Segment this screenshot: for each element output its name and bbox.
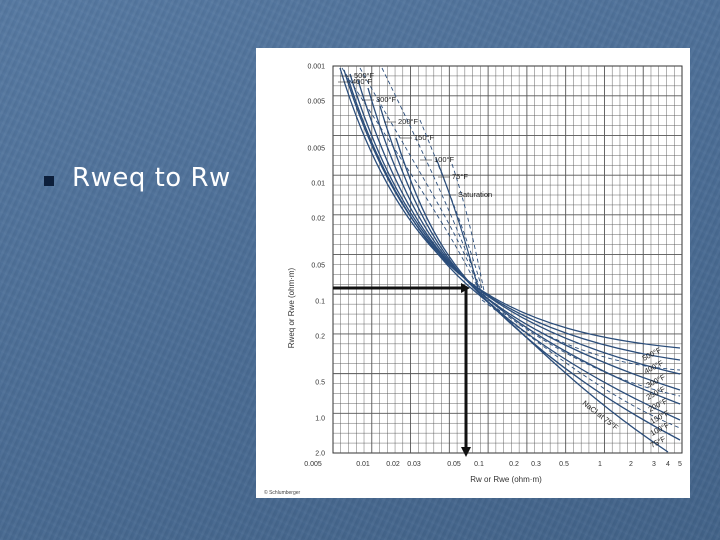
saturation-dashed-curve — [477, 291, 681, 371]
x-axis-label: Rw or Rwe (ohm·m) — [470, 475, 542, 484]
chart-panel: 0.001 0.005 0.005 0.01 0.02 0.05 0.1 0.2 0.5 1.0 2… — [256, 48, 690, 498]
y-tick-label: 0.01 — [311, 181, 325, 188]
temperature-curve — [347, 77, 669, 453]
x-tick-label: 0.01 — [356, 461, 370, 468]
saturation-dashed-curve — [479, 295, 681, 397]
y-tick-label: 0.5 — [315, 380, 325, 387]
temperature-curve — [339, 67, 681, 349]
y-tick-label: 0.02 — [311, 216, 325, 223]
chart-frame — [332, 65, 683, 454]
y-tick-label: 0.001 — [307, 64, 325, 71]
top-curve-label: 300°F — [376, 95, 397, 104]
top-curve-label: 200°F — [398, 117, 419, 126]
temperature-curve — [349, 73, 681, 375]
x-tick-label: 0.3 — [531, 461, 541, 468]
top-curve-label: 500°F — [354, 71, 375, 80]
top-curve-label: 150°F — [414, 133, 435, 142]
x-tick-label: 0.03 — [407, 461, 421, 468]
saturation-curve — [435, 157, 479, 289]
x-tick-label: 3 — [652, 461, 656, 468]
temperature-curve — [379, 105, 681, 421]
saturation-dashed-curve — [481, 299, 681, 429]
y-tick-label: 0.005 — [307, 99, 325, 106]
bullet-square-icon — [44, 176, 54, 186]
y-tick-label: 1.0 — [315, 416, 325, 423]
y-axis-label: Rweq or Rwe (ohm·m) — [287, 267, 296, 348]
chart-grid — [332, 65, 683, 454]
y-tick-label: 0.05 — [311, 263, 325, 270]
x-tick-label: 0.005 — [304, 461, 322, 468]
x-tick-label: 0.05 — [447, 461, 461, 468]
arrow-down-head — [461, 447, 471, 457]
top-curve-label: Saturation — [458, 190, 492, 199]
credit-text: © Schlumberger — [264, 489, 301, 496]
x-tick-label: 0.2 — [509, 461, 519, 468]
x-tick-label: 0.5 — [559, 461, 569, 468]
chart-arrow — [333, 283, 471, 457]
x-tick-label: 0.02 — [386, 461, 400, 468]
chart-ticks: 0.001 0.005 0.005 0.01 0.02 0.05 0.1 0.2 0.5 1.0 2… — [304, 64, 682, 469]
x-tick-label: 0.1 — [474, 461, 484, 468]
x-tick-label: 1 — [598, 461, 602, 468]
y-tick-label: 0.005 — [307, 146, 325, 153]
y-tick-label: 0.1 — [315, 299, 325, 306]
x-tick-label: 2 — [629, 461, 633, 468]
top-curve-label: 75°F — [452, 172, 468, 181]
chart-curves — [339, 67, 681, 453]
x-tick-label: 4 — [666, 461, 670, 468]
saturation-dashed-curve — [419, 119, 485, 297]
saturation-dashed-curve — [381, 67, 483, 295]
saturation-dashed-curve — [359, 67, 481, 291]
bullet-text: Rweq to Rw — [72, 163, 231, 193]
top-curve-label: 400°F — [352, 77, 373, 86]
y-tick-label: 0.2 — [315, 334, 325, 341]
top-curve-label: 100°F — [434, 155, 455, 164]
x-tick-label: 5 — [678, 461, 682, 468]
rweq-rw-chart: 0.001 0.005 0.005 0.01 0.02 0.05 0.1 0.2 0.5 1.0 2… — [264, 64, 683, 496]
saturation-dashed-curve — [341, 67, 479, 289]
y-tick-label: 2.0 — [315, 451, 325, 458]
saturation-dashed-curve — [451, 163, 487, 301]
